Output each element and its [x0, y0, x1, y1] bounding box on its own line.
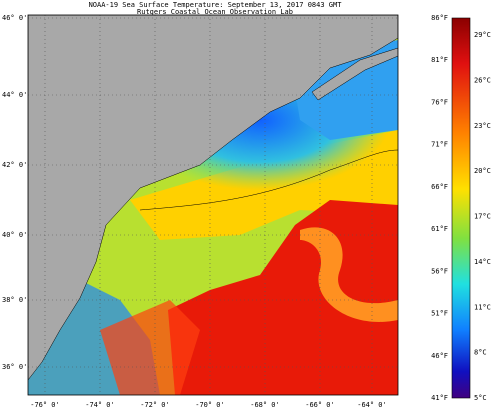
celsius-label: 17°C [474, 213, 491, 221]
lon-label: -70° 0' [195, 401, 225, 409]
lon-label: -72° 0' [140, 401, 170, 409]
lon-label: -68° 0' [250, 401, 280, 409]
lon-label: -64° 0' [357, 401, 387, 409]
fahrenheit-label: 61°F [431, 225, 448, 233]
fahrenheit-label: 51°F [431, 310, 448, 318]
colorbar [451, 17, 471, 399]
lat-label: 42° 0' [2, 161, 27, 169]
fahrenheit-label: 41°F [431, 394, 448, 402]
celsius-label: 8°C [474, 349, 487, 357]
warm-eddy [300, 227, 398, 322]
celsius-label: 5°C [474, 394, 487, 402]
fahrenheit-label: 81°F [431, 56, 448, 64]
fahrenheit-label: 66°F [431, 183, 448, 191]
depth-contour [139, 149, 398, 211]
lon-label: -76° 0' [30, 401, 60, 409]
lat-label: 36° 0' [2, 363, 27, 371]
map-frame [27, 14, 399, 396]
fahrenheit-label: 46°F [431, 352, 448, 360]
fahrenheit-label: 76°F [431, 98, 448, 106]
lat-label: 40° 0' [2, 231, 27, 239]
celsius-label: 11°C [474, 303, 491, 311]
labels: 46° 0' 44° 0' 42° 0' 40° 0' 38° 0' 36° 0' -76°… [2, 14, 491, 409]
celsius-label: 14°C [474, 258, 491, 266]
lon-label: -66° 0' [305, 401, 335, 409]
fahrenheit-label: 56°F [431, 267, 448, 275]
map-title: NOAA-19 Sea Surface Temperature: Septemb… [89, 1, 343, 9]
graticule [28, 15, 398, 395]
celsius-label: 23°C [474, 122, 491, 130]
lat-label: 44° 0' [2, 91, 27, 99]
map-subtitle: Rutgers Coastal Ocean Observation Lab [137, 8, 293, 16]
lon-label: -74° 0' [85, 401, 115, 409]
celsius-label: 20°C [474, 167, 491, 175]
nova-scotia [311, 47, 398, 101]
fahrenheit-label: 86°F [431, 14, 448, 22]
fahrenheit-label: 71°F [431, 141, 448, 149]
lat-label: 46° 0' [2, 14, 27, 22]
celsius-label: 29°C [474, 31, 491, 39]
celsius-label: 26°C [474, 76, 491, 84]
sst-map [28, 15, 398, 395]
lat-label: 38° 0' [2, 296, 27, 304]
warm-patch [100, 300, 200, 395]
